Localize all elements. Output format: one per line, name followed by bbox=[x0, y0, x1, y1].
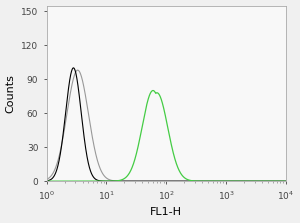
Y-axis label: Counts: Counts bbox=[6, 74, 16, 113]
X-axis label: FL1-H: FL1-H bbox=[150, 207, 182, 217]
